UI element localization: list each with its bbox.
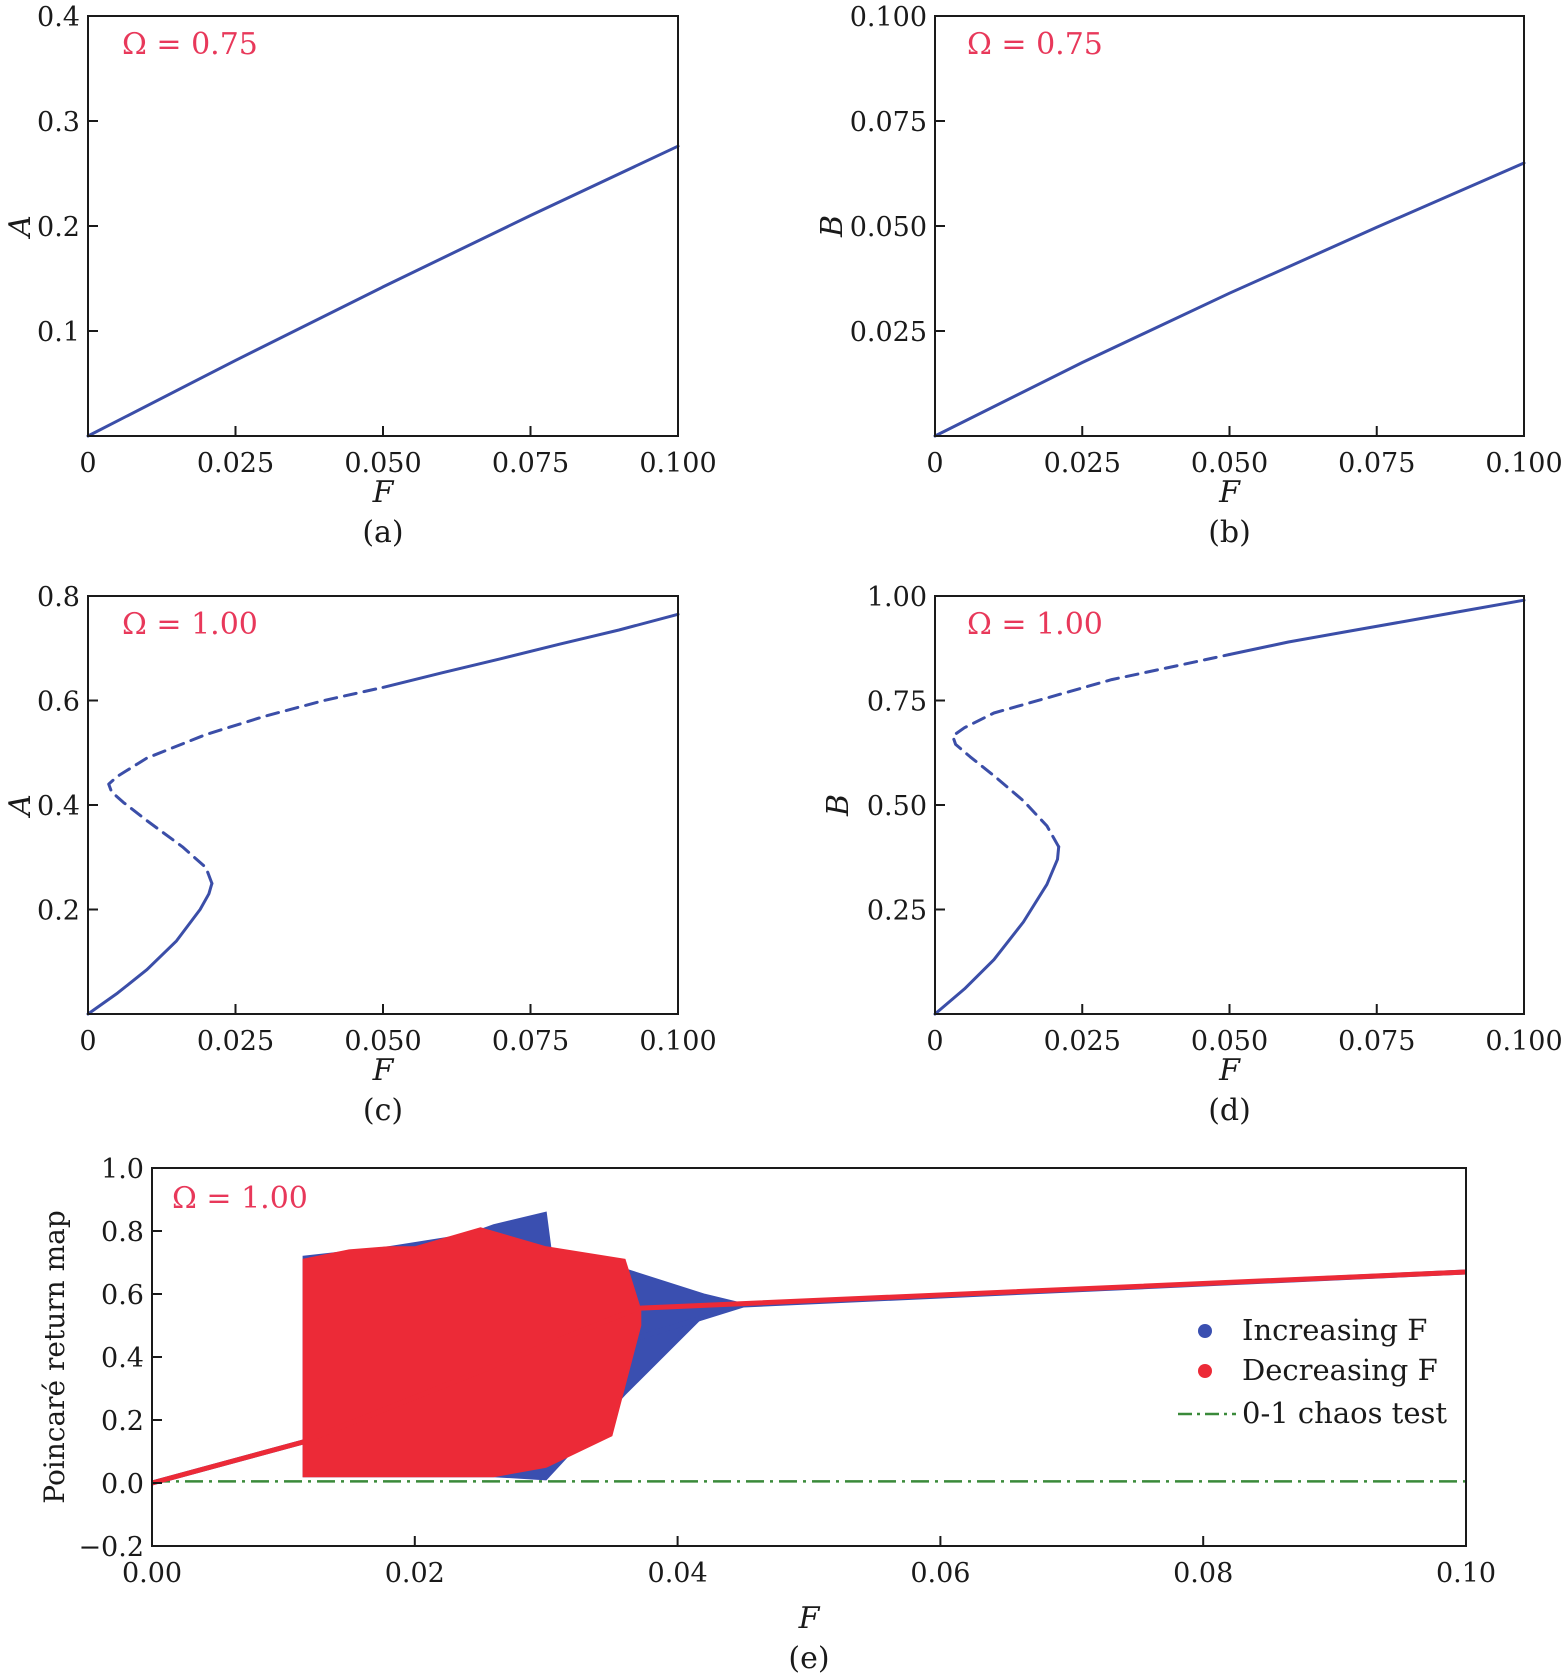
unstable-branch-line [951, 653, 1231, 849]
x-tick-label: 0.06 [910, 1558, 970, 1589]
y-tick-label: 0.75 [867, 687, 927, 718]
y-tick-label: 0.4 [37, 791, 80, 822]
x-tick-label: 0.100 [1485, 448, 1562, 479]
plot-frame [87, 15, 679, 437]
y-tick-label: 0.025 [850, 317, 927, 348]
omega-annotation: Ω = 1.00 [122, 607, 258, 642]
x-tick-label: 0.100 [1485, 1026, 1562, 1057]
x-tick-label: 0 [926, 1026, 943, 1057]
x-tick-label: 0 [79, 1026, 96, 1057]
y-tick-label: 0.2 [101, 1406, 144, 1437]
x-axis-label: F [1218, 475, 1241, 510]
plot-frame [934, 595, 1525, 1015]
omega-annotation: Ω = 0.75 [122, 27, 258, 62]
x-tick-label: 0.025 [197, 1026, 274, 1057]
x-tick-label: 0 [79, 448, 96, 479]
y-tick-label: 0.50 [867, 791, 927, 822]
x-tick-label: 0.025 [1044, 448, 1121, 479]
y-axis-label: A [3, 794, 38, 819]
y-tick-label: 0.1 [37, 317, 80, 348]
x-tick-label: 0.10 [1436, 1558, 1496, 1589]
legend-marker-decreasing [1198, 1364, 1212, 1378]
y-tick-label: 0.8 [101, 1217, 144, 1248]
y-axis-label: B [821, 794, 856, 817]
y-tick-label: 0.050 [850, 212, 927, 243]
x-tick-label: 0.075 [1338, 1026, 1415, 1057]
x-tick-label: 0.050 [1191, 448, 1268, 479]
x-tick-label: 0.050 [344, 1026, 421, 1057]
legend-label-decreasing: Decreasing F [1242, 1353, 1438, 1387]
x-tick-label: 0.00 [122, 1558, 182, 1589]
decreasing-f-branch [151, 1269, 1467, 1486]
y-tick-label: 1.0 [101, 1154, 144, 1185]
panel-caption: (e) [788, 1641, 829, 1676]
omega-annotation: Ω = 0.75 [967, 27, 1103, 62]
panel-caption: (c) [363, 1093, 403, 1128]
stable-branch-line [381, 612, 680, 689]
legend: Increasing F Decreasing F 0-1 chaos test [1178, 1313, 1447, 1430]
x-tick-label: 0.025 [197, 448, 274, 479]
x-axis-label: F [1218, 1053, 1241, 1088]
x-tick-label: 0.100 [639, 1026, 716, 1057]
panel-caption: (a) [362, 515, 403, 550]
stable-branch-line [86, 881, 214, 1016]
x-axis-label: F [372, 1053, 395, 1088]
y-tick-label: 0.6 [37, 687, 80, 718]
x-tick-label: 0.050 [344, 448, 421, 479]
x-tick-label: 0 [926, 448, 943, 479]
y-tick-label: 0.2 [37, 896, 80, 927]
x-axis-label: F [798, 1601, 821, 1636]
panel-caption: (b) [1208, 515, 1251, 550]
x-tick-label: 0.100 [639, 448, 716, 479]
y-tick-label: 0.0 [101, 1469, 144, 1500]
x-tick-label: 0.075 [1338, 448, 1415, 479]
panel-e: 0.00 0.02 0.04 0.06 0.08 0.10 −0.2 0.0 0.2 0.4 0.6… [38, 1154, 1496, 1676]
panel-caption: (d) [1208, 1093, 1251, 1128]
y-tick-label: −0.2 [78, 1532, 144, 1563]
panel-d: 0 0.025 0.050 0.075 0.100 0.25 0.50 0.75 1.00 F B (… [821, 582, 1563, 1128]
stable-branch-line [933, 161, 1526, 438]
x-axis-label: F [372, 475, 395, 510]
legend-marker-increasing [1198, 1324, 1212, 1338]
decreasing-f-band [302, 1227, 642, 1478]
x-tick-label: 0.025 [1044, 1026, 1121, 1057]
legend-label-increasing: Increasing F [1242, 1313, 1427, 1347]
x-tick-label: 0.050 [1191, 1026, 1268, 1057]
y-tick-label: 0.6 [101, 1280, 144, 1311]
y-tick-label: 0.100 [850, 2, 927, 33]
unstable-branch-line [107, 685, 385, 885]
y-tick-label: 0.25 [867, 896, 927, 927]
panel-b: 0 0.025 0.050 0.075 0.100 0.025 0.050 0.075 0.10… [815, 2, 1563, 550]
y-tick-label: 0.4 [101, 1343, 144, 1374]
omega-annotation: Ω = 1.00 [967, 607, 1103, 642]
x-tick-label: 0.075 [492, 448, 569, 479]
plot-frame [934, 15, 1525, 437]
y-axis-label: A [3, 215, 38, 240]
y-axis-label: B [815, 215, 850, 238]
omega-annotation: Ω = 1.00 [172, 1181, 308, 1216]
plot-frame [87, 595, 679, 1015]
x-tick-label: 0.075 [492, 1026, 569, 1057]
x-tick-label: 0.08 [1173, 1558, 1233, 1589]
stable-branch-line [1228, 598, 1526, 656]
y-tick-label: 0.2 [37, 212, 80, 243]
panel-c: 0 0.025 0.050 0.075 0.100 0.2 0.4 0.6 0.8 F A (c) Ω … [3, 582, 717, 1128]
y-axis-label: Poincaré return map [38, 1210, 71, 1504]
stable-branch-line [86, 144, 680, 438]
panel-a: 0 0.025 0.050 0.075 0.100 0.1 0.2 0.3 0.4 F A (a) Ω … [3, 2, 717, 550]
y-tick-label: 0.3 [37, 107, 80, 138]
y-tick-label: 0.075 [850, 107, 927, 138]
legend-label-chaos: 0-1 chaos test [1242, 1396, 1447, 1430]
y-tick-label: 1.00 [867, 582, 927, 613]
x-tick-label: 0.02 [385, 1558, 445, 1589]
x-tick-label: 0.04 [648, 1558, 708, 1589]
y-tick-label: 0.4 [37, 2, 80, 33]
y-tick-label: 0.8 [37, 582, 80, 613]
stable-branch-line [933, 845, 1061, 1016]
